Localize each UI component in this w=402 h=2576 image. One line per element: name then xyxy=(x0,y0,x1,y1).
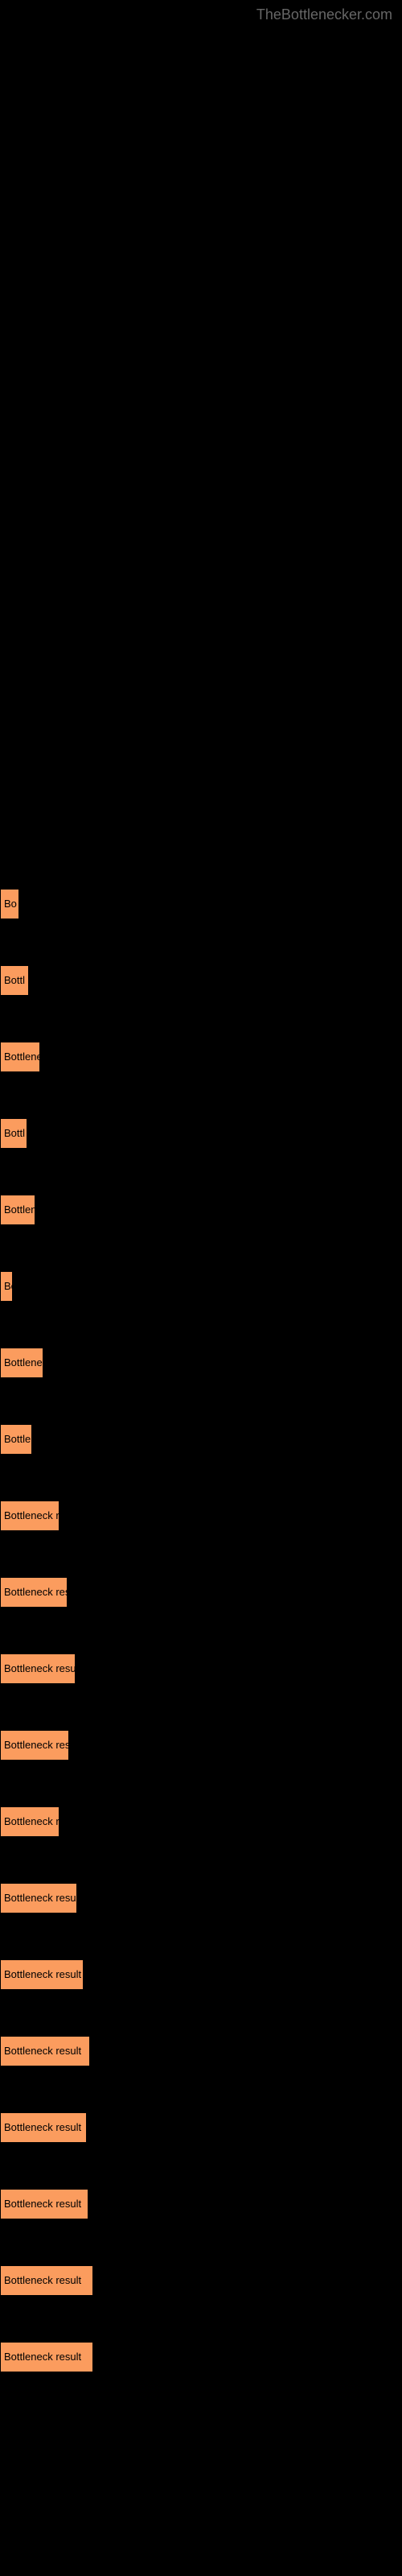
bar-row: Bottl xyxy=(0,942,402,1018)
bar-row: Bottl xyxy=(0,1095,402,1171)
bar-label: Bottle xyxy=(4,1433,31,1445)
bar-row: Bottleneck result xyxy=(0,2242,402,2318)
bar-label: Bottleneck result xyxy=(4,2351,81,2363)
bar: Bottlen xyxy=(0,1195,35,1225)
bar-row: Bottlene xyxy=(0,1018,402,1095)
bar-label: Bottleneck r xyxy=(4,1815,59,1827)
bar: Bo xyxy=(0,1271,13,1302)
bar-label: Bottleneck result xyxy=(4,2274,81,2286)
bar-row: Bottleneck result xyxy=(0,1860,402,1936)
bar-label: Bottleneck res xyxy=(4,1586,68,1598)
top-spacer xyxy=(0,0,402,865)
bar-row: Bottlen xyxy=(0,1171,402,1248)
bar: Bottleneck result xyxy=(0,1883,77,1913)
bar-label: Bottlen xyxy=(4,1203,35,1216)
bar-label: Bottlene xyxy=(4,1051,40,1063)
bar: Bottleneck result xyxy=(0,2265,93,2296)
bar-row: Bottleneck resu xyxy=(0,1707,402,1783)
bar: Bottleneck resu xyxy=(0,1730,69,1761)
bar: Bottleneck result xyxy=(0,1959,84,1990)
chart-area: Bo Bottl Bottlene Bottl Bottlen Bo Bottlenec Bo… xyxy=(0,865,402,2395)
bar: Bottle xyxy=(0,1424,32,1455)
bar-row: Bottleneck r xyxy=(0,1783,402,1860)
bar: Bottl xyxy=(0,965,29,996)
bar-label: Bottleneck result xyxy=(4,2121,81,2133)
bar: Bo xyxy=(0,889,19,919)
bar-label: Bottleneck result xyxy=(4,1968,81,1980)
bar-label: Bottleneck resu xyxy=(4,1739,69,1751)
bar-row: Bottleneck result xyxy=(0,2318,402,2395)
bar-label: Bo xyxy=(4,1280,13,1292)
bar-label: Bottleneck result xyxy=(4,1662,76,1674)
bar: Bottleneck result xyxy=(0,2342,93,2372)
bar-row: Bottleneck result xyxy=(0,2013,402,2089)
bar: Bottlenec xyxy=(0,1348,43,1378)
bar-label: Bottleneck result xyxy=(4,2045,81,2057)
bar-row: Bottleneck re xyxy=(0,1477,402,1554)
bar: Bottleneck result xyxy=(0,2189,88,2219)
bar-row: Bottleneck res xyxy=(0,1554,402,1630)
bar-row: Bottleneck result xyxy=(0,1936,402,2013)
bar: Bottleneck result xyxy=(0,1653,76,1684)
bar-row: Bottleneck result xyxy=(0,2165,402,2242)
bar-row: Bo xyxy=(0,1248,402,1324)
bar-row: Bottleneck result xyxy=(0,1630,402,1707)
bottom-spacer xyxy=(0,2395,402,2475)
bar: Bottlene xyxy=(0,1042,40,1072)
bar-row: Bottle xyxy=(0,1401,402,1477)
bar: Bottleneck re xyxy=(0,1501,59,1531)
bar: Bottl xyxy=(0,1118,27,1149)
watermark: TheBottlenecker.com xyxy=(256,6,392,23)
bar-label: Bottl xyxy=(4,1127,25,1139)
bar: Bottleneck result xyxy=(0,2036,90,2066)
bar: Bottleneck r xyxy=(0,1806,59,1837)
bar-row: Bottleneck result xyxy=(0,2089,402,2165)
bar: Bottleneck result xyxy=(0,2112,87,2143)
bar-label: Bo xyxy=(4,898,17,910)
bar-row: Bottlenec xyxy=(0,1324,402,1401)
bar-label: Bottleneck result xyxy=(4,2198,81,2210)
bar: Bottleneck res xyxy=(0,1577,68,1608)
bar-label: Bottlenec xyxy=(4,1356,43,1368)
bar-row: Bo xyxy=(0,865,402,942)
bar-label: Bottleneck re xyxy=(4,1509,59,1521)
bar-label: Bottleneck result xyxy=(4,1892,77,1904)
bar-label: Bottl xyxy=(4,974,25,986)
